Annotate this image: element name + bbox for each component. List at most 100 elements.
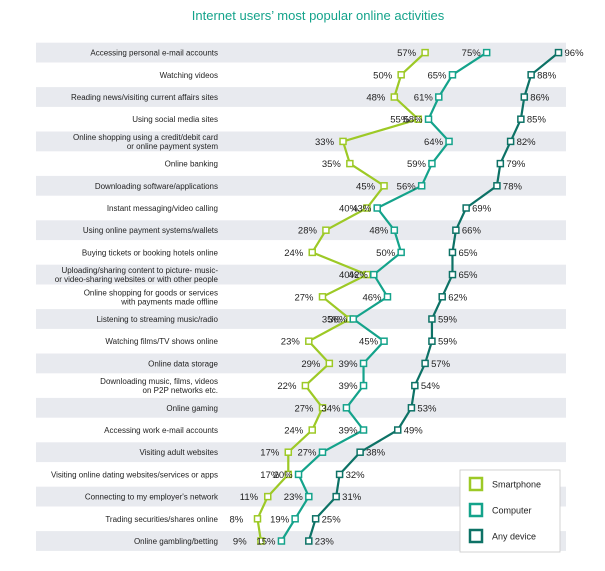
data-label: 25% bbox=[322, 514, 342, 525]
data-label: 46% bbox=[362, 292, 382, 303]
data-label: 32% bbox=[346, 470, 366, 481]
data-point bbox=[421, 359, 429, 368]
data-label: 82% bbox=[517, 137, 537, 148]
data-label: 55% bbox=[390, 115, 410, 126]
data-point bbox=[424, 115, 433, 123]
data-point bbox=[448, 270, 457, 279]
data-label: 19% bbox=[270, 514, 290, 525]
data-label: 20% bbox=[274, 470, 294, 481]
row-stripe bbox=[36, 175, 566, 196]
data-point bbox=[390, 93, 399, 101]
data-label: 34% bbox=[321, 403, 341, 414]
data-point bbox=[397, 248, 405, 257]
data-point bbox=[301, 381, 310, 390]
data-labels: 57% 50% 48% 55% 33% 35% 45% 40% 28% 24% 40% 27% 35% 2… bbox=[230, 48, 585, 547]
data-label: 56% bbox=[397, 181, 417, 192]
legend-label: Computer bbox=[492, 506, 532, 516]
data-point bbox=[342, 404, 351, 412]
data-label: 27% bbox=[294, 403, 314, 414]
data-point bbox=[462, 204, 470, 212]
row-stripes bbox=[36, 42, 566, 551]
data-label: 22% bbox=[277, 381, 297, 392]
data-point bbox=[414, 115, 423, 123]
data-point bbox=[305, 492, 313, 501]
category-label: Trading securities/shares online bbox=[105, 515, 218, 524]
data-point bbox=[253, 515, 262, 523]
legend-swatch bbox=[468, 528, 484, 544]
row-stripe bbox=[36, 131, 566, 152]
data-label: 61% bbox=[414, 93, 434, 104]
category-label: Online gambling/betting bbox=[134, 537, 218, 546]
data-label: 53% bbox=[417, 403, 437, 414]
data-point bbox=[428, 337, 436, 345]
data-label: 40% bbox=[339, 204, 359, 215]
legend-swatch bbox=[468, 476, 484, 492]
data-point bbox=[373, 204, 381, 212]
data-label: 23% bbox=[281, 337, 301, 348]
data-label: 27% bbox=[297, 448, 317, 459]
data-point bbox=[370, 270, 378, 279]
data-point bbox=[417, 182, 426, 190]
row-stripe bbox=[36, 531, 566, 551]
data-label: 75% bbox=[462, 48, 482, 59]
data-point bbox=[305, 537, 313, 545]
data-label: 42% bbox=[349, 270, 369, 281]
data-point bbox=[496, 159, 505, 168]
data-label: 11% bbox=[240, 492, 259, 503]
data-point bbox=[325, 359, 334, 368]
category-label: Accessing work e-mail accounts bbox=[104, 426, 218, 435]
category-label: Accessing personal e-mail accounts bbox=[90, 49, 218, 58]
data-label: 24% bbox=[284, 426, 304, 437]
data-point bbox=[482, 48, 491, 57]
data-label: 57% bbox=[431, 359, 451, 370]
category-label: Watching films/TV shows online bbox=[105, 337, 218, 346]
data-label: 33% bbox=[315, 137, 335, 148]
category-label: Visiting adult websites bbox=[139, 448, 218, 457]
data-point bbox=[397, 71, 405, 79]
data-label: 49% bbox=[404, 426, 424, 437]
data-label: 8% bbox=[230, 514, 244, 525]
data-label: 39% bbox=[339, 381, 359, 392]
row-stripe bbox=[36, 397, 566, 418]
data-point bbox=[359, 426, 368, 434]
category-label: Online banking bbox=[165, 160, 218, 169]
data-label: 43% bbox=[352, 204, 372, 215]
category-label: Online shopping using a credit/debit car… bbox=[73, 133, 218, 151]
data-point bbox=[390, 226, 399, 234]
category-label: Online shopping for goods or services wit… bbox=[84, 288, 219, 306]
data-point bbox=[363, 204, 371, 212]
data-label: 23% bbox=[284, 492, 304, 503]
data-label: 65% bbox=[427, 70, 447, 81]
category-labels: Accessing personal e-mail accounts Watchi… bbox=[51, 49, 219, 546]
data-label: 17% bbox=[260, 448, 280, 459]
data-label: 65% bbox=[458, 248, 478, 259]
data-point bbox=[318, 404, 327, 412]
row-stripe bbox=[36, 87, 566, 107]
category-label: Downloading software/applications bbox=[95, 182, 218, 191]
data-point bbox=[332, 492, 340, 501]
data-point bbox=[294, 470, 303, 479]
data-point bbox=[346, 159, 354, 168]
data-point bbox=[393, 426, 402, 434]
data-label: 78% bbox=[503, 181, 523, 192]
data-label: 96% bbox=[565, 48, 585, 59]
data-label: 38% bbox=[366, 448, 386, 459]
data-point bbox=[359, 381, 368, 390]
data-label: 48% bbox=[369, 226, 389, 237]
category-label: Online data storage bbox=[148, 359, 218, 368]
data-point bbox=[356, 448, 364, 456]
data-point bbox=[284, 448, 293, 456]
category-label: Uploading/sharing content to picture- mu… bbox=[55, 266, 219, 284]
data-point bbox=[308, 248, 316, 257]
data-point bbox=[349, 315, 358, 323]
data-label: 62% bbox=[448, 292, 468, 303]
category-label: Using social media sites bbox=[132, 115, 218, 124]
data-label: 65% bbox=[458, 270, 478, 281]
data-label: 36% bbox=[328, 315, 348, 326]
data-point bbox=[339, 137, 347, 146]
data-label: 27% bbox=[294, 292, 314, 303]
data-label: 59% bbox=[438, 315, 458, 326]
data-label: 29% bbox=[301, 359, 321, 370]
data-label: 85% bbox=[527, 115, 547, 126]
category-label: Reading news/visiting current affairs si… bbox=[71, 93, 218, 102]
